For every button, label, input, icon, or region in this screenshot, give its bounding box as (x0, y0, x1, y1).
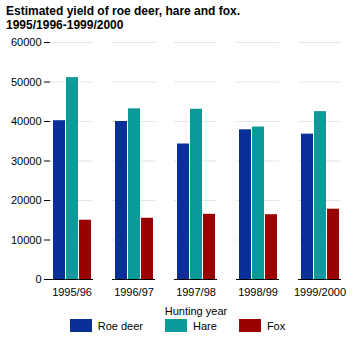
svg-text:1997/98: 1997/98 (176, 286, 216, 298)
html-text:Roe deer: Roe deer (97, 319, 143, 332)
svg-text:Hunting year: Hunting year (165, 305, 228, 317)
svg-text:0: 0 (35, 273, 41, 285)
svg-text:40000: 40000 (11, 115, 42, 127)
svg-text:60000: 60000 (11, 36, 42, 48)
html-text:Fox: Fox (266, 319, 286, 332)
svg-text:1998/99: 1998/99 (238, 286, 278, 298)
svg-text:30000: 30000 (11, 155, 42, 167)
svg-text:1995/96: 1995/96 (52, 286, 92, 298)
svg-text:1996/97: 1996/97 (114, 286, 154, 298)
html-text:Estimated yield of roe deer, h: Estimated yield of roe deer, hare and fo… (6, 4, 241, 18)
svg-text:10000: 10000 (11, 234, 42, 246)
svg-text:20000: 20000 (11, 194, 42, 206)
svg-text:50000: 50000 (11, 76, 42, 88)
html-text:Hare: Hare (193, 319, 217, 332)
svg-text:1999/2000: 1999/2000 (294, 286, 346, 298)
html-text:1995/1996-1999/2000: 1995/1996-1999/2000 (6, 18, 124, 32)
